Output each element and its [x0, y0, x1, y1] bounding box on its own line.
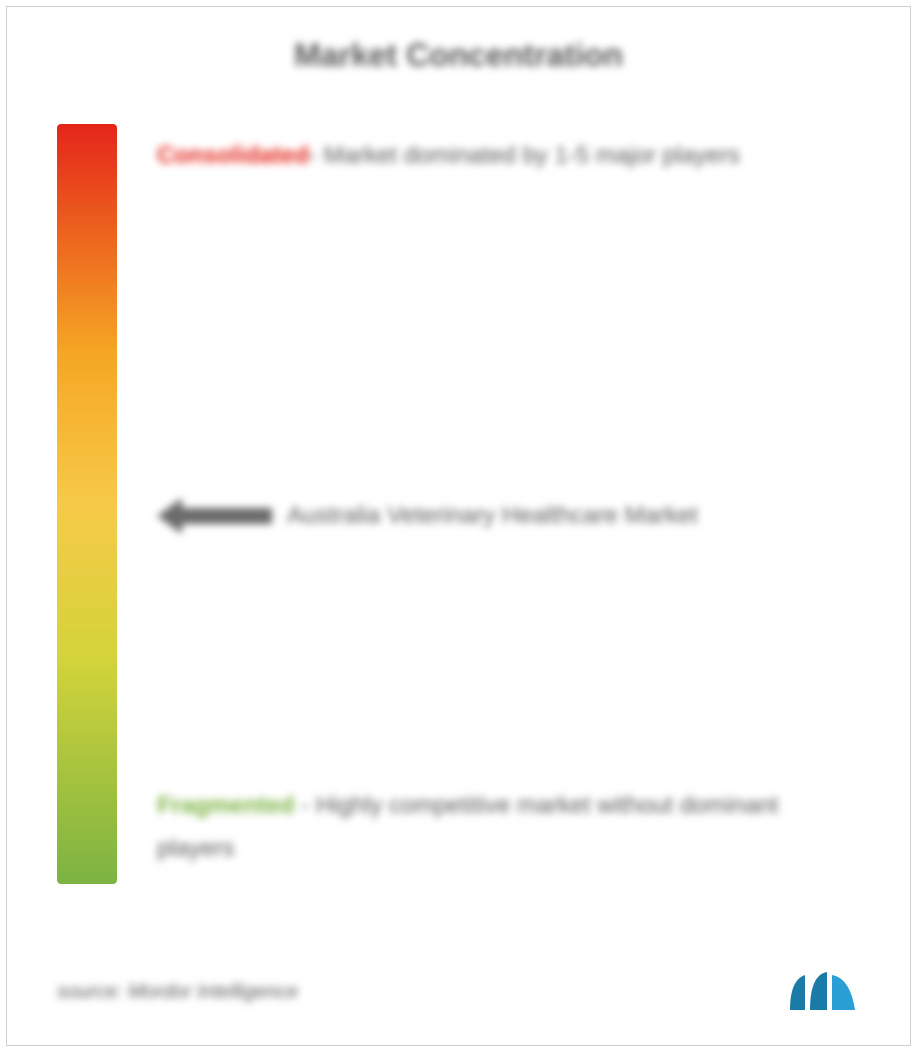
footer: source: Mordor Intelligence	[57, 970, 860, 1015]
arrow-left-icon	[157, 496, 277, 536]
consolidated-description: - Market dominated by 1-5 major players	[309, 142, 740, 169]
infographic-container: Market Concentration Consolidated- Marke…	[6, 6, 911, 1046]
logo-icon	[785, 970, 860, 1015]
fragmented-label: Fragmented	[157, 792, 294, 819]
logo	[785, 970, 860, 1015]
source-text: source: Mordor Intelligence	[57, 981, 298, 1004]
chart-title: Market Concentration	[57, 37, 860, 74]
content-area: Consolidated- Market dominated by 1-5 ma…	[57, 124, 860, 904]
concentration-gradient-bar	[57, 124, 117, 884]
labels-area: Consolidated- Market dominated by 1-5 ma…	[157, 124, 860, 904]
market-pointer-label: Australia Veterinary Healthcare Market	[287, 494, 698, 537]
market-pointer-block: Australia Veterinary Healthcare Market	[157, 494, 698, 537]
fragmented-label-block: Fragmented - Highly competitive market w…	[157, 784, 860, 870]
consolidated-label: Consolidated	[157, 142, 309, 169]
consolidated-label-block: Consolidated- Market dominated by 1-5 ma…	[157, 134, 740, 177]
